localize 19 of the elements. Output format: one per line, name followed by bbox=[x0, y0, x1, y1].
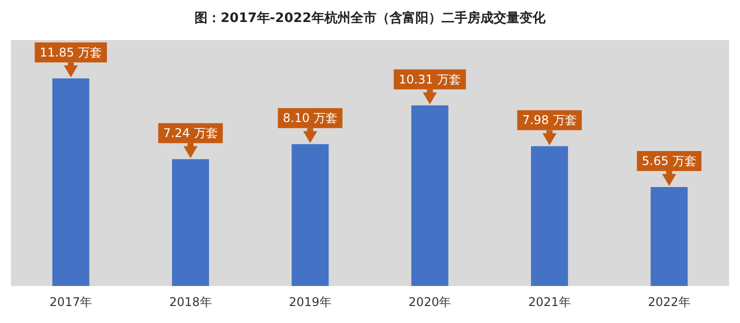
bar bbox=[172, 159, 209, 286]
bar bbox=[531, 146, 568, 286]
x-tick-label: 2017年 bbox=[50, 295, 92, 309]
x-tick-label: 2018年 bbox=[169, 295, 212, 309]
x-tick-label: 2020年 bbox=[408, 295, 452, 309]
x-tick-label: 2019年 bbox=[288, 295, 332, 309]
data-label: 7.98 万套 bbox=[522, 113, 577, 128]
data-label: 11.85 万套 bbox=[40, 45, 102, 60]
data-label: 10.31 万套 bbox=[398, 72, 461, 86]
bar bbox=[650, 187, 688, 286]
data-label: 8.10 万套 bbox=[282, 111, 338, 126]
data-label: 7.24 万套 bbox=[163, 126, 218, 140]
chart-title: 图：2017年-2022年杭州全市（含富阳）二手房成交量变化 bbox=[194, 10, 546, 26]
x-tick-label: 2022年 bbox=[648, 295, 690, 309]
bar bbox=[411, 105, 448, 286]
bar bbox=[52, 78, 90, 286]
data-label: 5.65 万套 bbox=[642, 154, 696, 168]
bar bbox=[292, 144, 329, 286]
x-tick-label: 2021年 bbox=[528, 295, 571, 309]
